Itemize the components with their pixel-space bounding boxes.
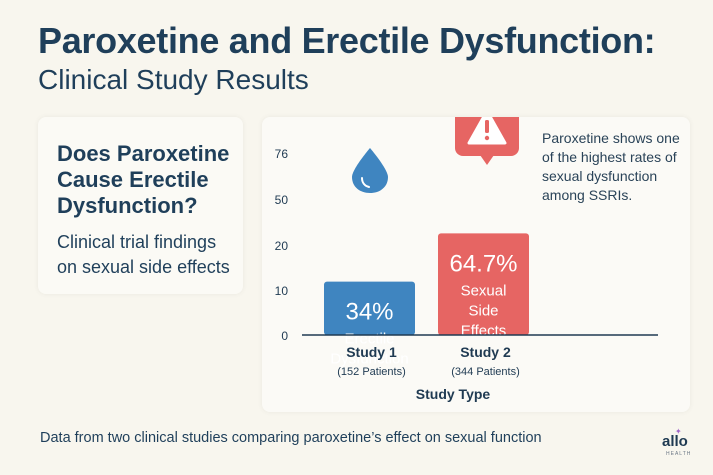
allo-logo: ✦ allo HEALTH [660,427,700,461]
y-tick-label: 0 [281,329,288,343]
y-tick-label: 76 [275,147,289,161]
y-tick-label: 10 [275,284,289,298]
logo-subtext: HEALTH [666,451,692,457]
water-drop-icon [352,148,388,193]
question-description: Clinical trial findings on sexual side e… [57,232,230,277]
bar-value-label: 64.7% [449,250,517,277]
bar-caption-line: Side [468,302,498,319]
question-heading: Does Paroxetine Cause Erectile Dysfuncti… [57,141,230,218]
y-tick-label: 50 [275,193,289,207]
x-category-label: Study 1 [346,344,397,360]
bar-1 [324,281,415,335]
y-tick-label: 20 [275,239,289,253]
x-category-sublabel: (152 Patients) [337,366,405,378]
warning-icon-bar [485,120,489,133]
water-drop-highlight [361,177,370,188]
chart-card: 0 10 20 50 76 34% Erectile Dysfunction Study 1 (1… [262,117,690,412]
warning-badge-pointer [480,155,494,165]
warning-icon-dot [484,135,490,141]
bar-value-label: 34% [345,299,393,326]
page-subtitle: Clinical Study Results [38,64,309,95]
bar-caption-line: Dysfunction [330,351,408,368]
logo-plus-icon: ✦ [675,427,682,436]
bar-caption-line: Sexual [461,282,507,299]
bar-caption-line: Effects [461,322,507,339]
x-category-label: Study 2 [460,344,511,360]
chart-note: Paroxetine shows one of the highest rate… [542,130,680,203]
logo-wordmark: allo [662,433,688,450]
x-category-sublabel: (344 Patients) [451,366,519,378]
x-axis-title: Study Type [416,386,491,402]
bar-2 [438,233,529,335]
footer-caption: Data from two clinical studies comparing… [40,430,542,446]
page-title: Paroxetine and Erectile Dysfunction: [38,20,656,61]
question-card [38,117,243,294]
